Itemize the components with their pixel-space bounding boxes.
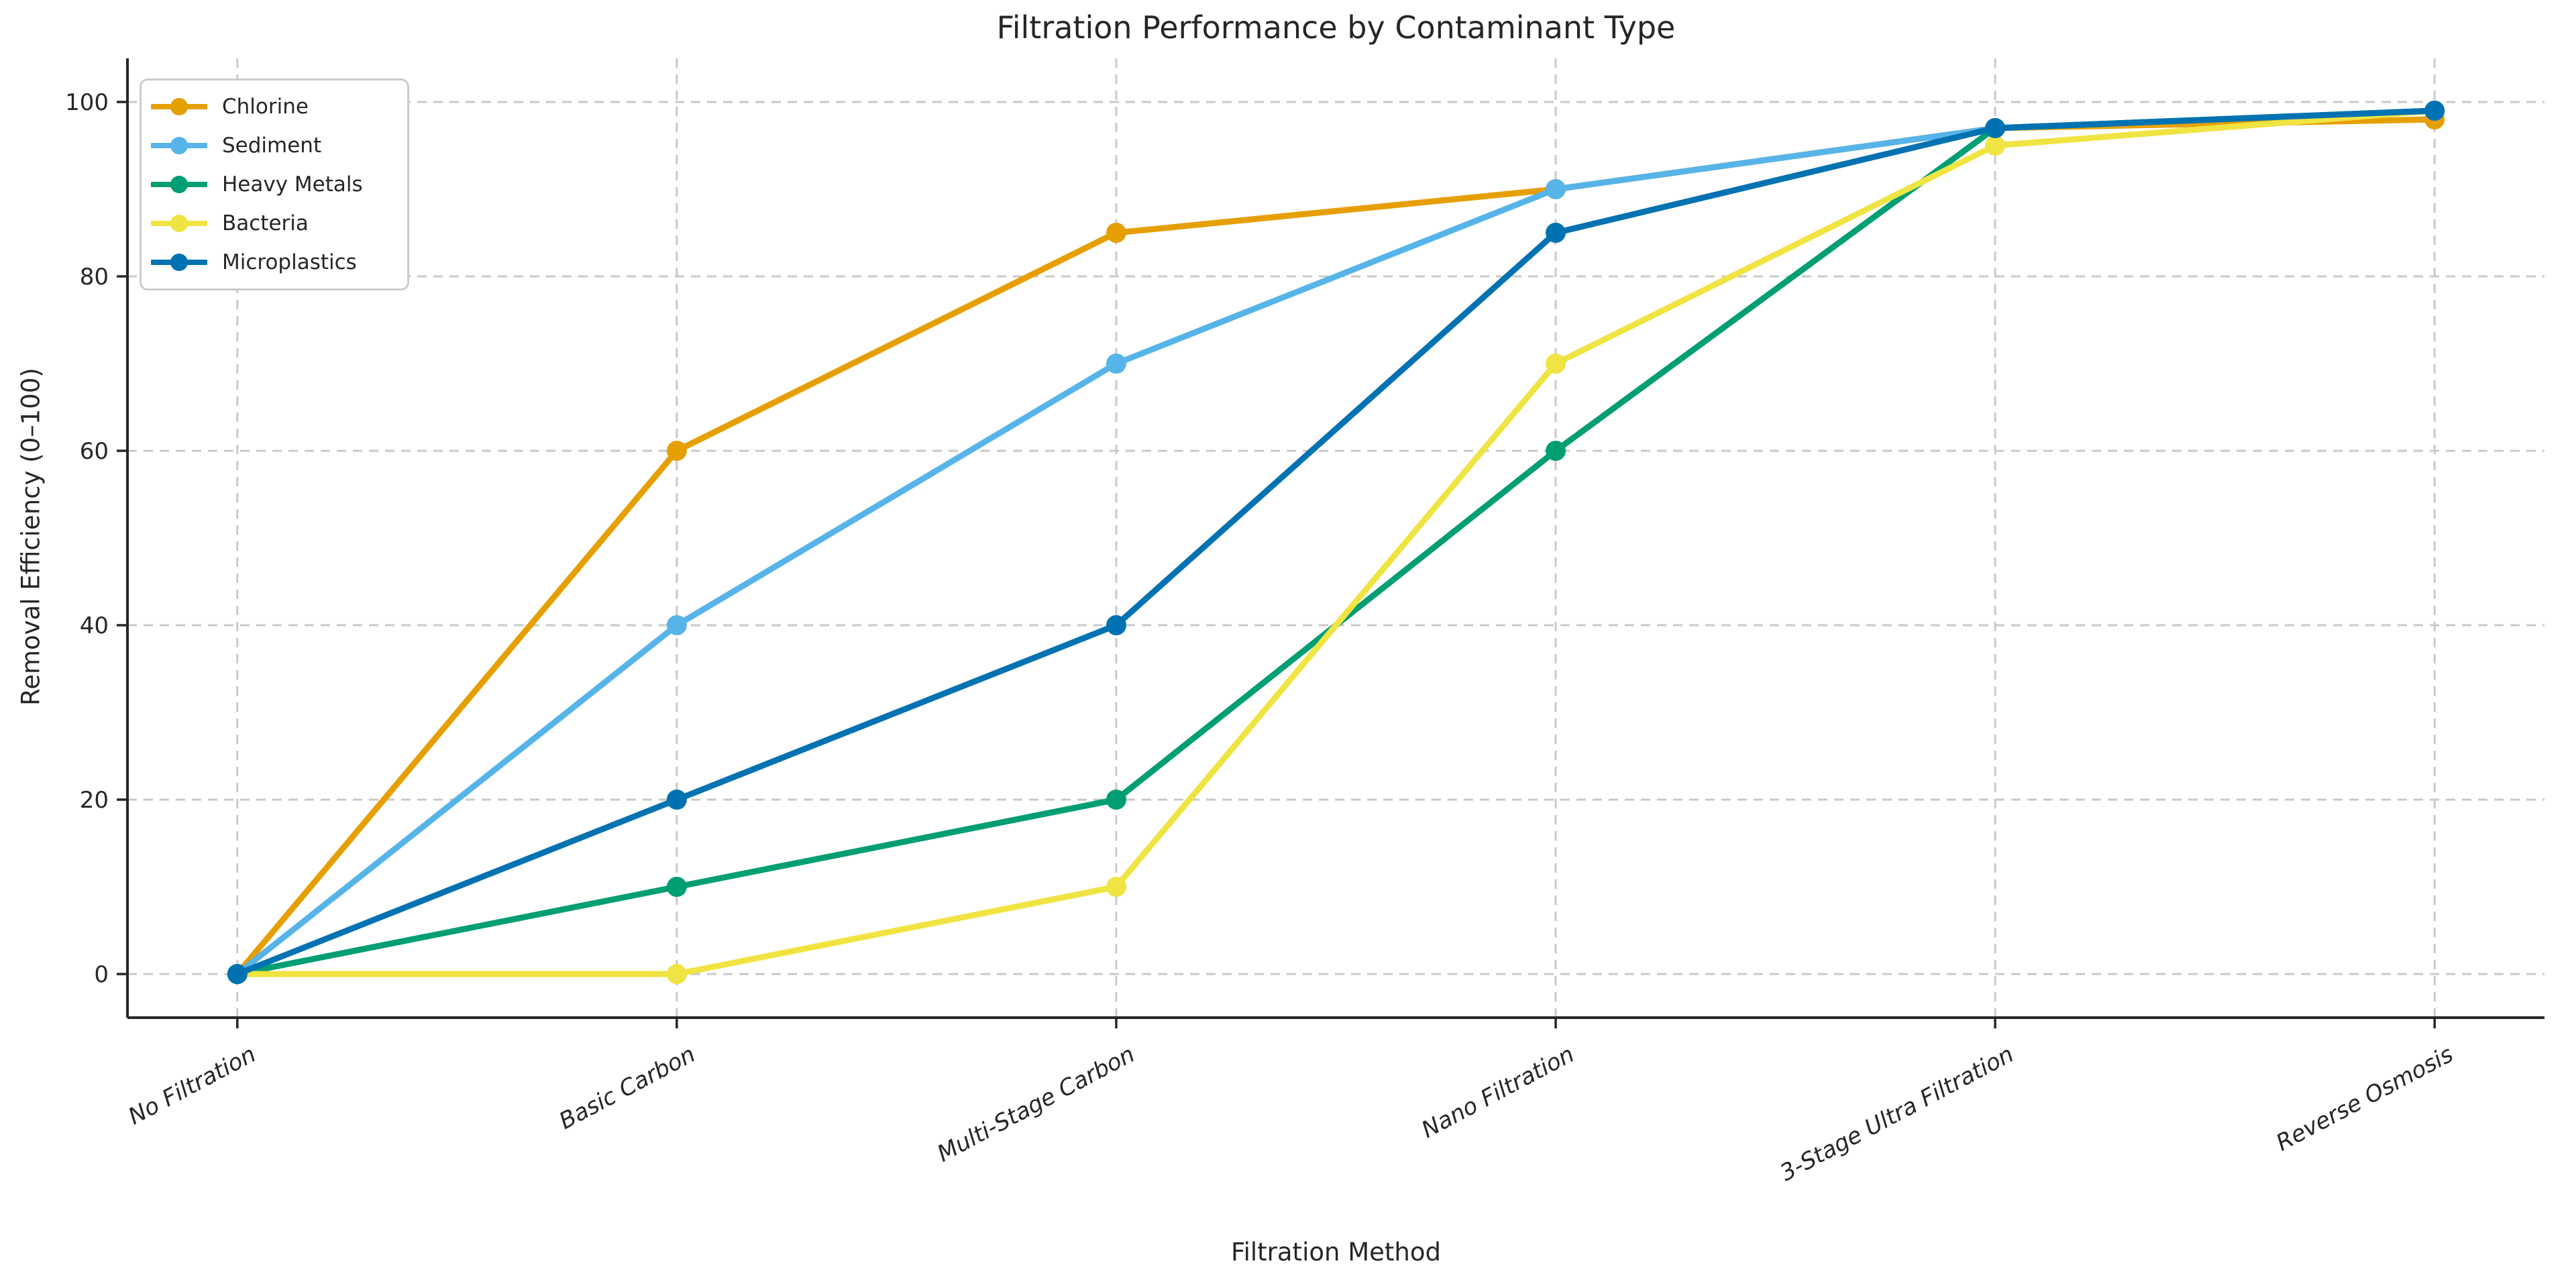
x-axis-label: Filtration Method: [1231, 1238, 1441, 1267]
legend-item-chlorine: Chlorine: [151, 90, 395, 123]
legend-marker-bacteria: [151, 215, 207, 232]
data-point-chlorine: [1106, 223, 1126, 243]
legend-label: Chlorine: [222, 95, 309, 119]
series-line-microplastics: [234, 107, 2438, 977]
data-point-sediment: [1106, 354, 1126, 374]
y-tick-label: 100: [65, 89, 109, 116]
legend-circle-marker: [170, 176, 188, 193]
y-tick-label: 40: [80, 612, 109, 639]
data-point-bacteria: [1985, 136, 2006, 156]
y-tick-label: 60: [80, 438, 109, 465]
data-point-microplastics: [1546, 223, 1566, 243]
x-tick-label: 3-Stage Ultra Filtration: [1776, 1041, 2018, 1187]
legend-label: Heavy Metals: [222, 172, 363, 197]
y-tick-label: 20: [80, 787, 109, 814]
y-tick-label: 0: [94, 961, 109, 988]
legend-circle-marker: [170, 254, 188, 271]
data-point-heavy-metals: [1546, 441, 1566, 461]
data-point-microplastics: [2424, 101, 2445, 121]
x-tick-label: Multi-Stage Carbon: [933, 1041, 1139, 1168]
data-point-chlorine: [666, 441, 687, 461]
y-tick-label: 80: [80, 264, 109, 290]
data-point-heavy-metals: [666, 877, 687, 897]
data-point-sediment: [1546, 179, 1566, 199]
data-point-bacteria: [1106, 877, 1126, 897]
legend-marker-sediment: [151, 137, 207, 154]
legend-marker-microplastics: [151, 254, 207, 271]
data-point-bacteria: [666, 964, 687, 984]
legend-item-sediment: Sediment: [151, 129, 395, 162]
legend-label: Bacteria: [222, 211, 309, 235]
series-line-bacteria: [234, 107, 2438, 977]
x-tick-label: No Filtration: [124, 1041, 260, 1130]
data-point-microplastics: [666, 790, 687, 810]
data-point-microplastics: [1985, 118, 2006, 138]
data-point-bacteria: [1546, 354, 1566, 374]
legend-label: Sediment: [222, 133, 322, 158]
data-point-sediment: [666, 615, 687, 635]
legend-circle-marker: [170, 215, 188, 232]
legend-circle-marker: [170, 98, 188, 115]
data-point-heavy-metals: [1106, 790, 1126, 810]
data-point-microplastics: [1106, 615, 1126, 635]
legend-label: Microplastics: [222, 250, 357, 274]
legend-item-bacteria: Bacteria: [151, 207, 395, 240]
x-tick-label: Nano Filtration: [1417, 1041, 1579, 1144]
legend-item-heavy-metals: Heavy Metals: [151, 168, 395, 201]
x-tick-label: Reverse Osmosis: [2272, 1041, 2458, 1157]
legend-item-microplastics: Microplastics: [151, 246, 395, 279]
legend: Chlorine Sediment Heavy Metals Bacteria Micr…: [140, 78, 409, 290]
y-axis-label: Removal Efficiency (0–100): [16, 368, 46, 706]
chart-title: Filtration Performance by Contaminant Ty…: [996, 9, 1676, 46]
legend-marker-heavy-metals: [151, 176, 207, 193]
legend-marker-chlorine: [151, 98, 207, 115]
data-point-microplastics: [227, 964, 248, 984]
legend-circle-marker: [170, 137, 188, 154]
x-tick-label: Basic Carbon: [555, 1041, 700, 1135]
